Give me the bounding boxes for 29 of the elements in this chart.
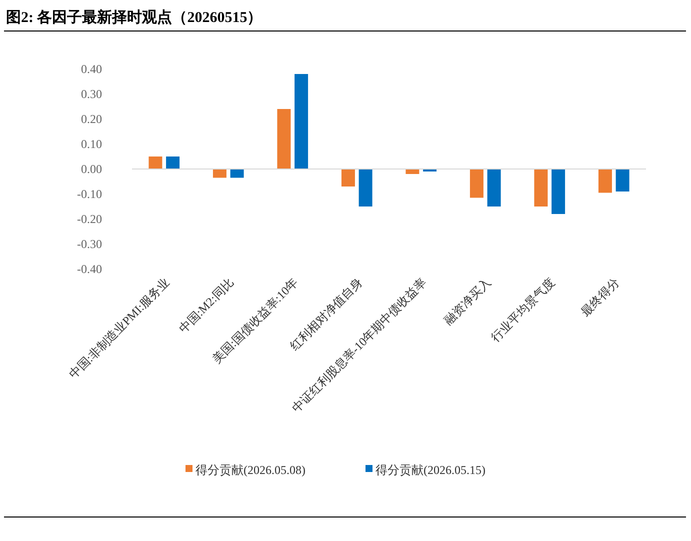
bar bbox=[212, 169, 226, 178]
legend-label: 得分贡献(2026.05.15) bbox=[376, 463, 486, 478]
bar bbox=[277, 109, 291, 169]
bar bbox=[598, 169, 612, 193]
bar bbox=[487, 169, 501, 206]
y-tick-label: -0.10 bbox=[77, 187, 102, 202]
legend-label: 得分贡献(2026.05.08) bbox=[196, 463, 306, 478]
y-tick-label: 0.10 bbox=[81, 137, 102, 152]
y-tick-label: 0.40 bbox=[81, 62, 102, 76]
bar bbox=[534, 169, 548, 206]
y-tick-label: 0.20 bbox=[81, 112, 102, 126]
bar bbox=[470, 169, 484, 198]
y-tick-label: 0.00 bbox=[81, 162, 102, 176]
bar bbox=[230, 169, 244, 178]
y-tick-label: -0.40 bbox=[77, 262, 102, 276]
y-tick-label: -0.30 bbox=[77, 237, 102, 252]
bar bbox=[616, 169, 630, 192]
y-tick-label: -0.20 bbox=[77, 212, 102, 226]
x-tick-label: 最终得分 bbox=[578, 275, 622, 320]
bar bbox=[166, 156, 180, 169]
bar bbox=[148, 156, 162, 169]
bar bbox=[358, 169, 372, 206]
bar bbox=[552, 169, 566, 214]
bar bbox=[294, 74, 308, 169]
chart-title: 图2: 各因子最新择时观点（20260515） bbox=[6, 8, 262, 26]
bar bbox=[406, 169, 420, 174]
bar bbox=[341, 169, 355, 186]
x-tick-label: 中国:非制造业PMI:服务业 bbox=[66, 275, 172, 382]
y-tick-label: 0.30 bbox=[81, 87, 102, 102]
